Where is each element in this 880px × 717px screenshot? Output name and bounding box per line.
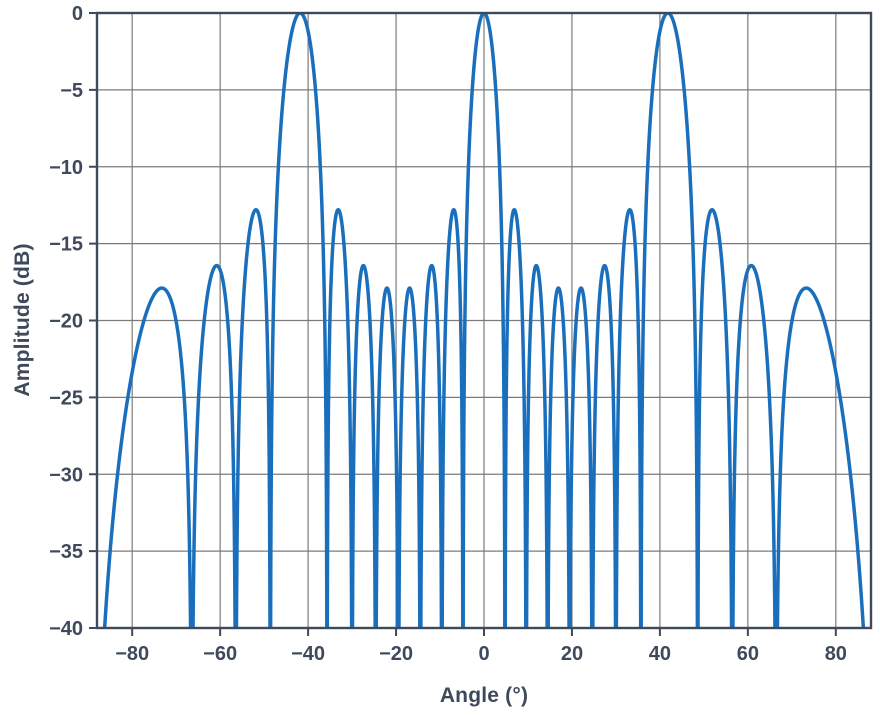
y-tick-label: −40 [49, 618, 83, 640]
x-tick-label: 60 [737, 643, 759, 665]
y-tick-label: −15 [49, 234, 83, 256]
x-tick-label: −40 [291, 643, 325, 665]
y-axis-title: Amplitude (dB) [11, 243, 34, 397]
x-tick-label: 80 [825, 643, 847, 665]
y-tick-label: −5 [60, 80, 83, 102]
y-tick-label: −20 [49, 311, 83, 333]
y-tick-label: −35 [49, 541, 83, 563]
y-tick-label: −30 [49, 464, 83, 486]
y-tick-label: −10 [49, 157, 83, 179]
x-tick-label: 0 [478, 643, 489, 665]
x-tick-label: −60 [203, 643, 237, 665]
x-tick-label: −20 [379, 643, 413, 665]
x-tick-label: 20 [561, 643, 583, 665]
plot-border [95, 11, 873, 630]
array-factor-curve [102, 13, 866, 628]
x-tick-label: 40 [649, 643, 671, 665]
x-axis-title: Angle (°) [439, 684, 529, 707]
y-tick-label: 0 [72, 3, 83, 25]
x-tick-label: −80 [115, 643, 149, 665]
y-tick-label: −25 [49, 387, 83, 409]
